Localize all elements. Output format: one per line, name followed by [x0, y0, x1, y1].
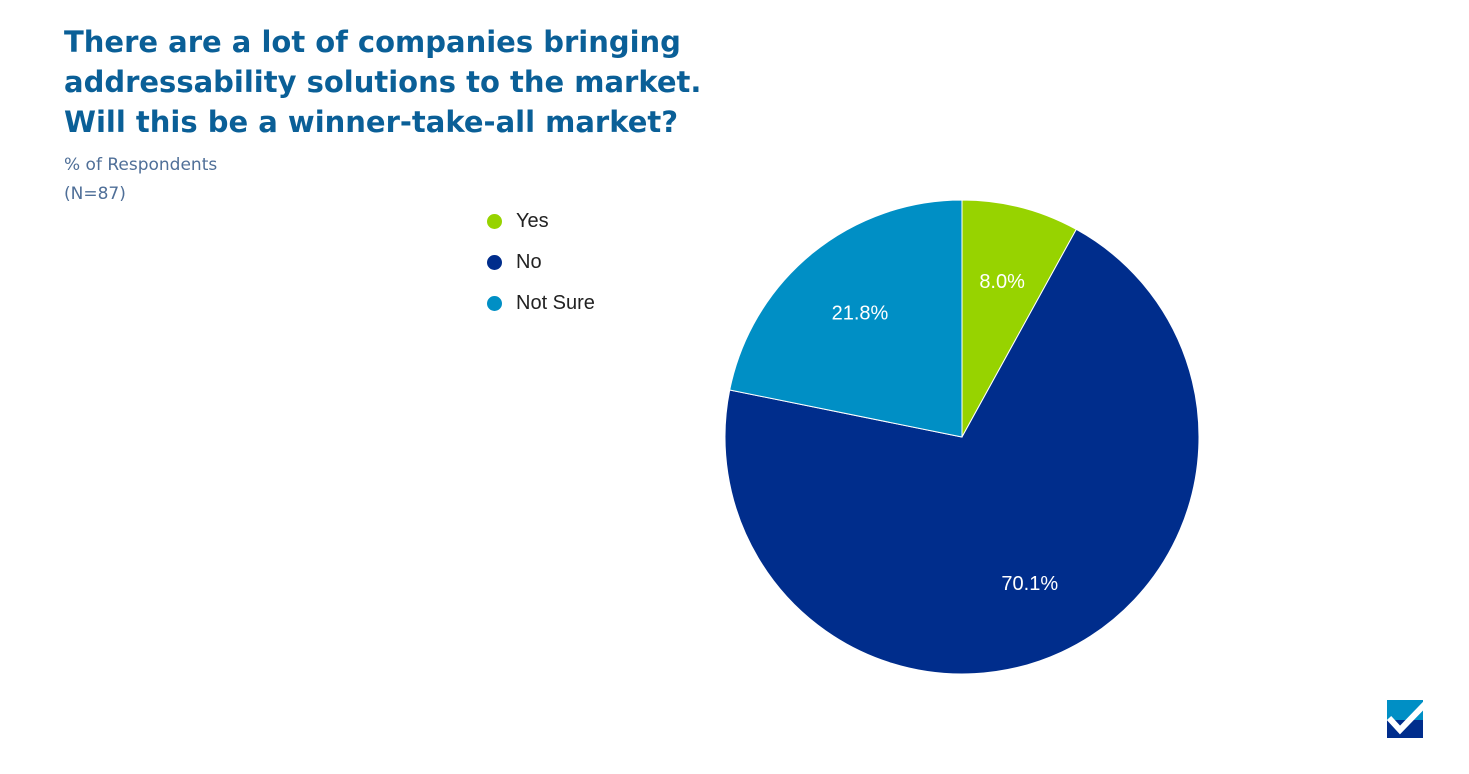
legend-label: Not Sure: [516, 292, 595, 314]
legend-item-not-sure: Not Sure: [487, 283, 595, 324]
sample-size: (N=87): [64, 184, 126, 204]
pie-slice-yes: [961, 199, 1077, 438]
pie-slice-no: [724, 228, 1200, 675]
legend: Yes No Not Sure: [487, 201, 595, 324]
legend-swatch: [487, 255, 502, 270]
title-line: addressability solutions to the market.: [64, 65, 702, 99]
title-line: There are a lot of companies bringing: [64, 25, 681, 59]
title-line: Will this be a winner-take-all market?: [64, 105, 679, 139]
legend-item-no: No: [487, 242, 595, 283]
chart-title: There are a lot of companies bringing ad…: [64, 22, 704, 142]
chart-subtitle: % of Respondents: [64, 155, 218, 175]
legend-label: No: [516, 251, 542, 273]
legend-label: Yes: [516, 210, 549, 232]
data-label: 8.0%: [979, 271, 1025, 293]
data-label: 70.1%: [1001, 573, 1058, 595]
legend-swatch: [487, 214, 502, 229]
checkmark-logo-icon: [1387, 700, 1427, 738]
pie-slice-not-sure: [729, 199, 963, 438]
legend-swatch: [487, 296, 502, 311]
legend-item-yes: Yes: [487, 201, 595, 242]
data-label: 21.8%: [832, 302, 889, 324]
